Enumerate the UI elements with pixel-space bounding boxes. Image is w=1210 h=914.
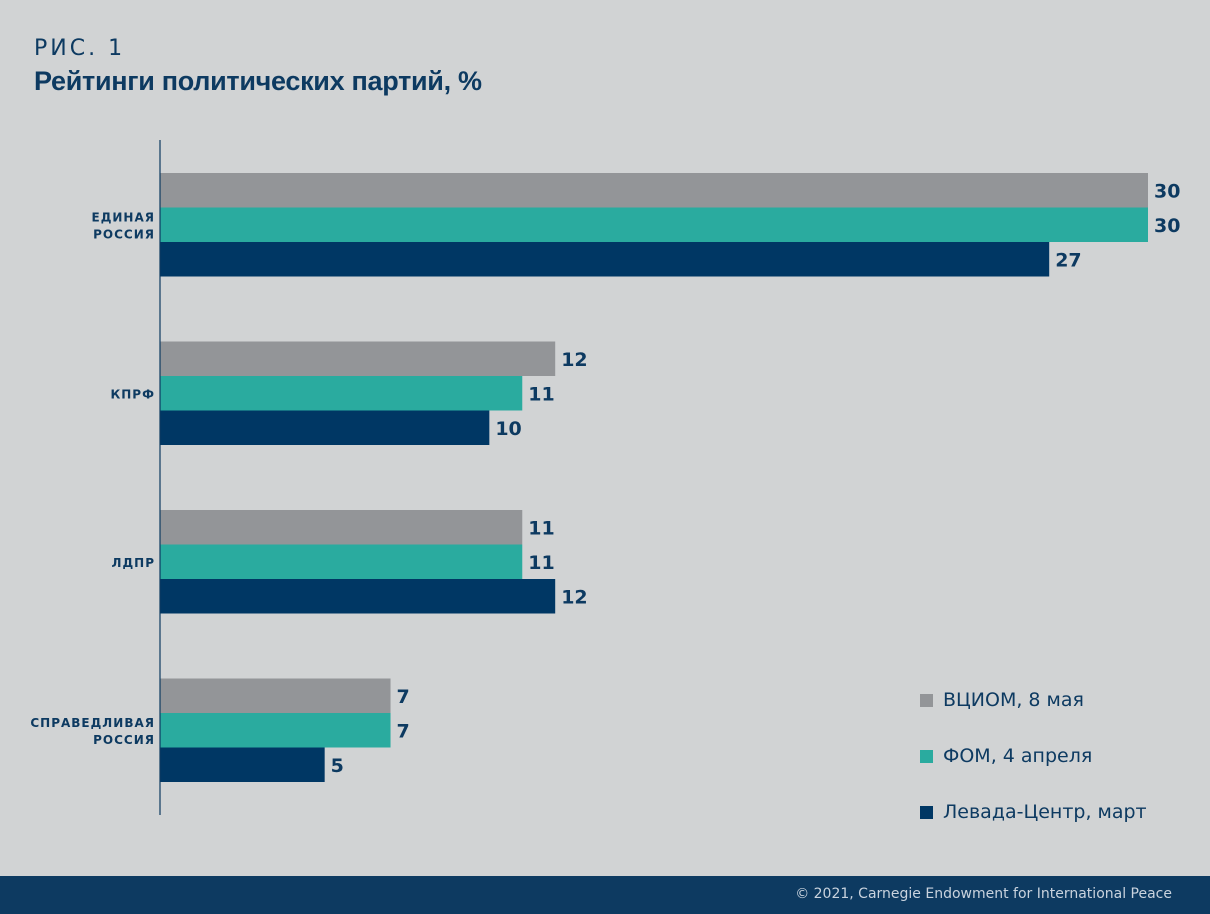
bar-3-series-1 [160,713,391,748]
value-label-0-series-2: 27 [1055,249,1081,271]
value-label-0-series-0: 30 [1154,180,1180,202]
value-label-1-series-2: 10 [495,418,521,440]
legend-item-vciom: ВЦИОМ, 8 мая [920,686,1147,714]
bar-0-series-2 [160,242,1050,277]
labels-group: 30 30 27 ЕДИНАЯ РОССИЯ 12 11 10 КПРФ 11 11 12 ЛДПР 7 7… [30,180,1180,777]
category-label-1-line-0: КПРФ [110,387,155,401]
bar-0-series-0 [160,173,1148,208]
copyright-text: © 2021, Carnegie Endowment for Internati… [795,886,1172,902]
legend-item-levada: Левада-Центр, март [920,798,1147,826]
value-label-3-series-0: 7 [397,686,410,708]
bar-2-series-0 [160,510,523,545]
bar-1-series-2 [160,410,490,445]
figure-label: РИС. 1 [34,36,126,61]
legend-label-levada: Левада-Центр, март [943,801,1147,823]
legend-swatch-vciom [920,693,933,707]
bar-2-series-2 [160,579,556,614]
bar-3-series-2 [160,747,325,782]
value-label-1-series-1: 11 [528,383,554,405]
category-label-2-line-0: ЛДПР [112,556,156,570]
value-label-0-series-1: 30 [1154,215,1180,237]
category-label-0-line-0: ЕДИНАЯ [92,210,156,224]
bar-1-series-1 [160,376,523,411]
value-label-2-series-1: 11 [528,552,554,574]
value-label-3-series-2: 5 [331,755,344,777]
chart-title: Рейтинги политических партий, % [34,66,482,96]
legend: ВЦИОМ, 8 мая ФОМ, 4 апреля Левада-Центр,… [920,686,1147,854]
footer-bar: © 2021, Carnegie Endowment for Internati… [0,876,1210,914]
bar-3-series-0 [160,678,391,713]
category-label-3-line-1: РОССИЯ [93,733,155,747]
bar-0-series-1 [160,207,1148,242]
bar-2-series-1 [160,544,523,579]
value-label-1-series-0: 12 [561,349,587,371]
legend-swatch-fom [920,749,933,763]
legend-label-fom: ФОМ, 4 апреля [943,745,1093,767]
value-label-2-series-0: 11 [528,517,554,539]
bars-group [160,173,1148,782]
value-label-2-series-2: 12 [561,586,587,608]
legend-item-fom: ФОМ, 4 апреля [920,742,1147,770]
bar-1-series-0 [160,341,556,376]
category-label-0-line-1: РОССИЯ [93,227,155,241]
category-label-3-line-0: СПРАВЕДЛИВАЯ [30,716,155,730]
value-label-3-series-1: 7 [397,720,410,742]
legend-label-vciom: ВЦИОМ, 8 мая [943,689,1084,711]
legend-swatch-levada [920,805,933,819]
